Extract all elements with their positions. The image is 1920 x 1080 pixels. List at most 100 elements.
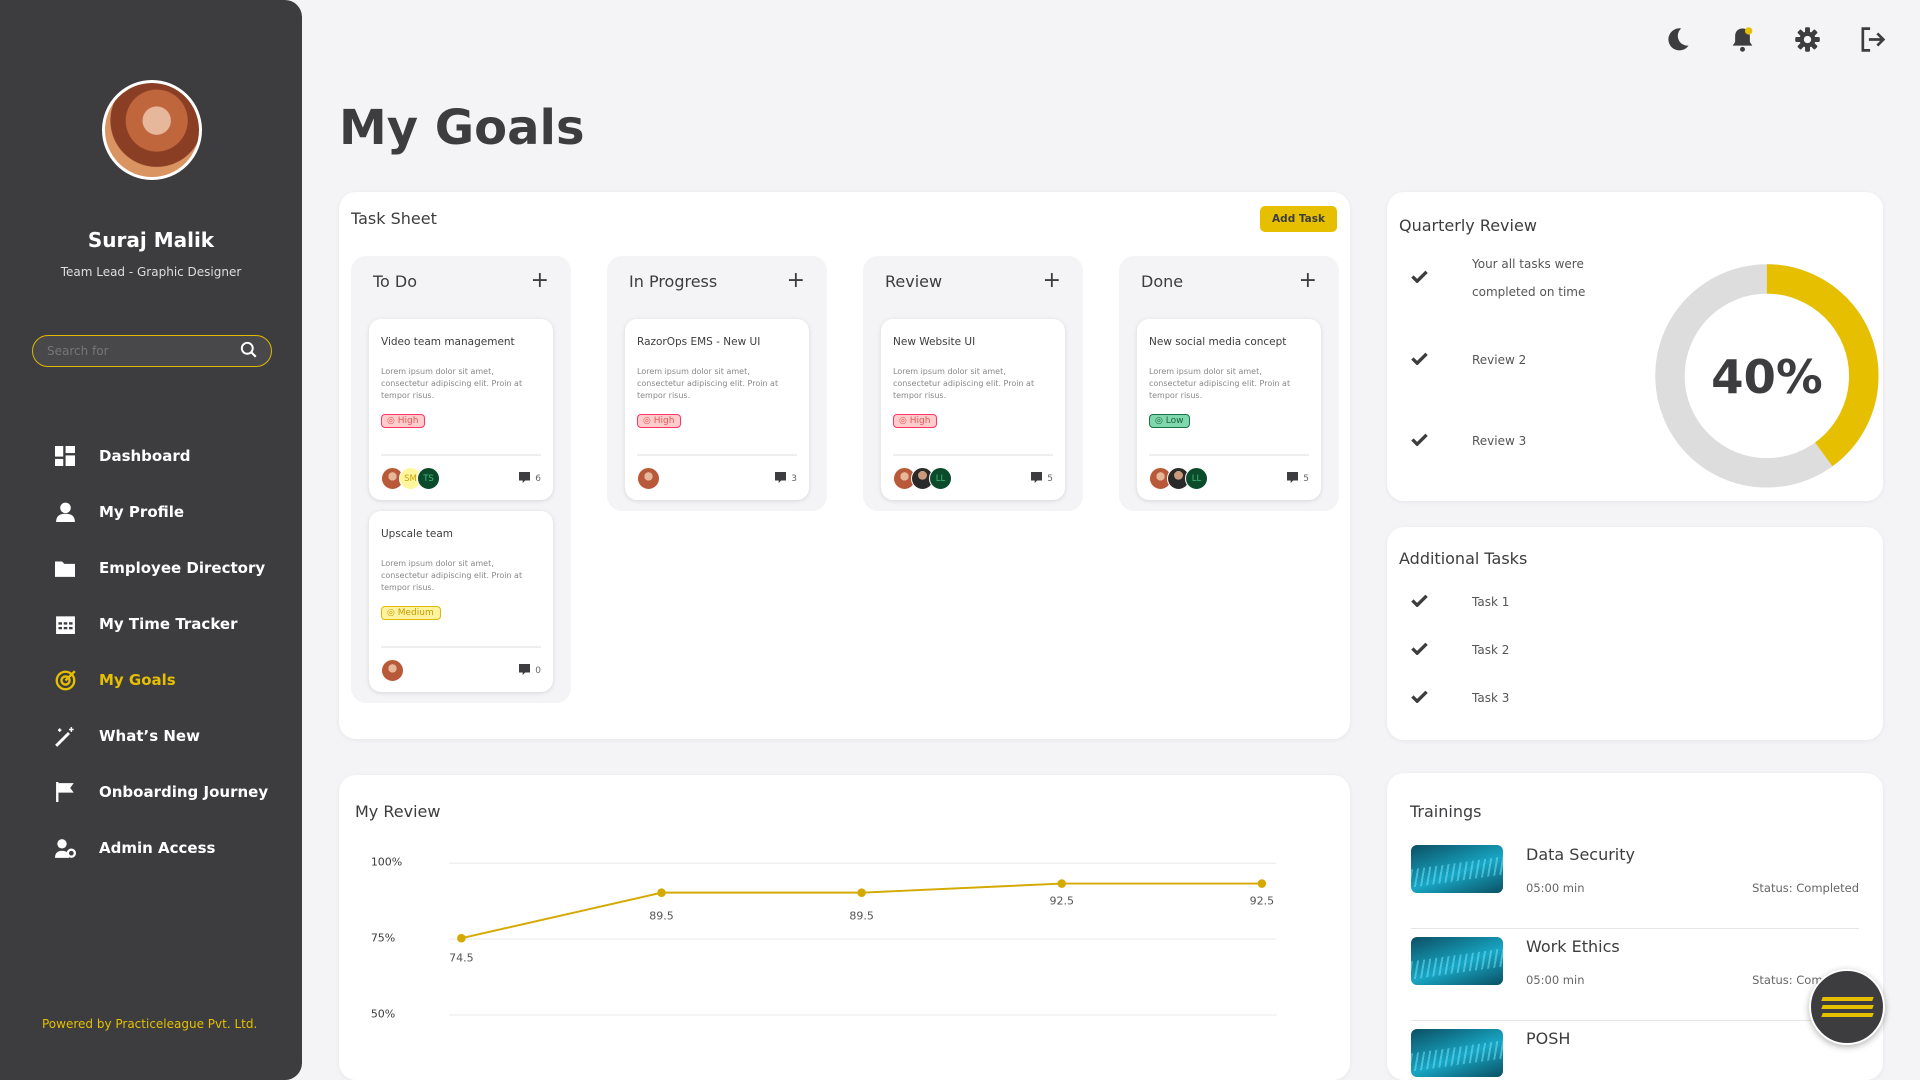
y-tick-label: 100% (371, 856, 402, 869)
comments-count[interactable]: 0 (519, 663, 541, 678)
sidebar-item-my-time-tracker[interactable]: My Time Tracker (54, 596, 268, 652)
task-title: New Website UI (893, 336, 976, 348)
training-thumbnail (1411, 845, 1503, 893)
flag-icon (54, 781, 76, 803)
data-label: 89.5 (649, 910, 674, 923)
task-description: Lorem ipsum dolor sit amet, consectetur … (381, 559, 523, 592)
target-icon (54, 669, 76, 691)
sidebar-item-dashboard[interactable]: Dashboard (54, 428, 268, 484)
comments-count[interactable]: 6 (519, 471, 541, 486)
task-description: Lorem ipsum dolor sit amet, consectetur … (381, 367, 523, 400)
quarterly-item: Review 3 (1411, 427, 1594, 455)
sidebar-item-label: My Goals (99, 671, 176, 689)
powered-by: Powered by Practiceleague Pvt. Ltd. (42, 1017, 258, 1031)
training-item[interactable]: POSH (1411, 1029, 1859, 1077)
add-card-plus-icon[interactable]: + (786, 268, 805, 293)
sidebar-item-employee-directory[interactable]: Employee Directory (54, 540, 268, 596)
task-description: Lorem ipsum dolor sit amet, consectetur … (893, 367, 1035, 400)
sidebar-item-label: Admin Access (99, 839, 216, 857)
comment-icon (1031, 471, 1043, 486)
logout-icon[interactable] (1857, 24, 1888, 55)
progress-ring: 40% (1655, 264, 1879, 488)
comments-count[interactable]: 5 (1031, 471, 1053, 486)
data-point[interactable] (857, 888, 866, 897)
menu-fab-button[interactable] (1809, 969, 1885, 1045)
check-icon (1411, 690, 1435, 706)
priority-label: Low (1165, 416, 1184, 426)
additional-tasks-title: Additional Tasks (1399, 549, 1528, 568)
additional-task-item: Task 1 (1411, 594, 1509, 610)
add-card-plus-icon[interactable]: + (530, 268, 549, 293)
sidebar-item-what-s-new[interactable]: What’s New (54, 708, 268, 764)
avatar: LL (1185, 467, 1208, 490)
training-name: Data Security (1526, 845, 1635, 864)
search-icon[interactable] (240, 341, 257, 362)
sidebar-item-onboarding-journey[interactable]: Onboarding Journey (54, 764, 268, 820)
avatar: TS (417, 467, 440, 490)
comments-count[interactable]: 3 (775, 471, 797, 486)
training-thumbnail (1411, 1029, 1503, 1077)
task-card[interactable]: Upscale team Lorem ipsum dolor sit amet, … (369, 511, 553, 692)
avatar (381, 659, 404, 682)
add-card-plus-icon[interactable]: + (1298, 268, 1317, 293)
check-icon (1411, 594, 1435, 610)
page-title: My Goals (339, 100, 585, 156)
additional-task-item: Task 3 (1411, 690, 1509, 706)
comment-icon (519, 663, 531, 678)
sidebar-item-my-profile[interactable]: My Profile (54, 484, 268, 540)
search-input[interactable] (47, 344, 217, 358)
training-status: Status: Completed (1752, 881, 1859, 895)
priority-badge: ◎ High (893, 414, 938, 428)
progress-label: 40% (1711, 350, 1823, 404)
comment-icon (1287, 471, 1299, 486)
dark-mode-icon[interactable] (1662, 24, 1693, 55)
data-point[interactable] (457, 933, 466, 943)
magic-wand-icon (54, 725, 76, 747)
user-gear-icon (54, 837, 76, 859)
sidebar-item-my-goals[interactable]: My Goals (54, 652, 268, 708)
sidebar-item-admin-access[interactable]: Admin Access (54, 820, 268, 876)
add-card-plus-icon[interactable]: + (1042, 268, 1061, 293)
task-description: Lorem ipsum dolor sit amet, consectetur … (637, 367, 779, 400)
priority-badge: ◎ Medium (381, 606, 441, 620)
avatar (637, 467, 660, 490)
settings-gear-icon[interactable] (1792, 24, 1823, 55)
training-thumbnail (1411, 937, 1503, 985)
priority-icon: ◎ (387, 608, 398, 618)
priority-badge: ◎ Low (1149, 414, 1191, 428)
priority-label: High (909, 416, 931, 426)
data-point[interactable] (657, 888, 666, 897)
trainings-title: Trainings (1410, 802, 1482, 821)
sidebar-item-label: Onboarding Journey (99, 783, 269, 801)
training-name: POSH (1526, 1029, 1571, 1048)
priority-label: High (397, 416, 419, 426)
sidebar-item-label: Dashboard (99, 447, 191, 465)
quarterly-review-panel: Quarterly Review Your all tasks were com… (1387, 192, 1883, 501)
training-item[interactable]: Data Security 05:00 min Status: Completed (1411, 845, 1859, 929)
task-title: Video team management (381, 336, 515, 348)
priority-icon: ◎ (1155, 416, 1166, 426)
user-name: Suraj Malik (87, 228, 215, 252)
data-label: 74.5 (449, 951, 474, 964)
training-item[interactable]: Work Ethics 05:00 min Status: Completed (1411, 937, 1859, 1021)
user-role: Team Lead - Graphic Designer (60, 265, 242, 279)
dashboard-icon (54, 445, 76, 467)
task-card[interactable]: New Website UI Lorem ipsum dolor sit amet… (881, 319, 1065, 500)
data-label: 89.5 (849, 910, 873, 923)
sidebar-nav: Dashboard My Profile Employee Directory My … (54, 428, 268, 876)
data-point[interactable] (1057, 879, 1067, 888)
data-point[interactable] (1257, 879, 1267, 888)
comments-count[interactable]: 5 (1287, 471, 1309, 486)
training-duration: 05:00 min (1526, 973, 1585, 987)
notification-bell-icon[interactable] (1727, 24, 1758, 55)
add-task-button[interactable]: Add Task (1260, 206, 1337, 232)
task-card[interactable]: New social media concept Lorem ipsum dolo… (1137, 319, 1321, 500)
profile-avatar[interactable] (102, 80, 202, 180)
y-tick-label: 50% (371, 1007, 395, 1020)
sidebar: Suraj Malik Team Lead - Graphic Designer… (0, 0, 302, 1080)
task-card[interactable]: RazorOps EMS - New UI Lorem ipsum dolor s… (625, 319, 809, 500)
trainings-panel: Trainings Data Security 05:00 min Status: … (1387, 773, 1883, 1080)
task-card[interactable]: Video team management Lorem ipsum dolor s… (369, 319, 553, 500)
comment-icon (519, 471, 531, 486)
additional-task-item: Task 2 (1411, 642, 1509, 658)
